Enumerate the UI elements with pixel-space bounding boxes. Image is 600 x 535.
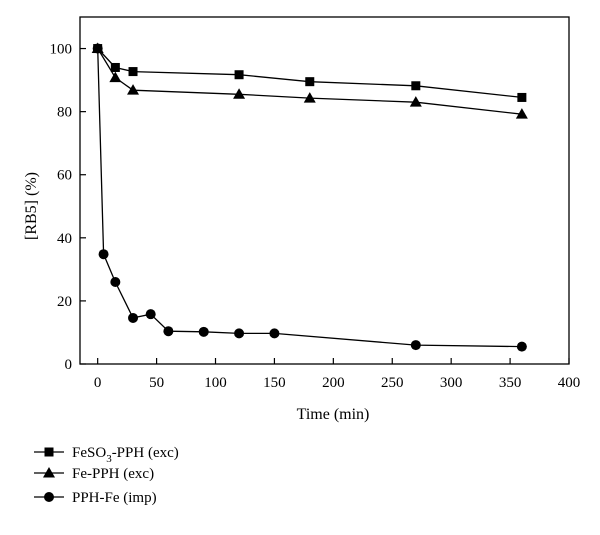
data-point xyxy=(269,328,280,339)
data-point xyxy=(98,249,109,260)
x-tick-label: 0 xyxy=(94,375,102,391)
data-point xyxy=(234,70,244,80)
y-tick-label: 80 xyxy=(57,105,72,121)
data-point xyxy=(409,96,422,107)
data-point xyxy=(410,340,421,351)
data-point xyxy=(198,326,209,337)
data-point xyxy=(303,92,316,103)
series-circle xyxy=(92,43,527,352)
y-tick-label: 20 xyxy=(57,294,72,310)
y-tick-label: 0 xyxy=(65,357,73,373)
plot-frame xyxy=(79,16,570,365)
x-tick-label: 100 xyxy=(204,375,227,391)
x-tick-label: 200 xyxy=(322,375,345,391)
y-tick-label: 100 xyxy=(50,42,73,58)
data-point xyxy=(109,71,122,83)
data-point xyxy=(515,108,528,119)
data-point xyxy=(411,81,421,91)
legend-label: FeSO3-PPH (exc) xyxy=(72,445,179,465)
data-point xyxy=(517,92,527,102)
data-point xyxy=(145,309,156,320)
series-layer xyxy=(91,42,528,352)
data-point xyxy=(305,77,315,87)
legend-item: Fe-PPH (exc) xyxy=(34,466,154,482)
x-tick-label: 150 xyxy=(263,375,286,391)
data-point xyxy=(163,326,174,337)
x-tick-label: 350 xyxy=(499,375,522,391)
data-point xyxy=(92,43,103,54)
data-point xyxy=(233,88,246,99)
data-point xyxy=(110,62,120,72)
x-tick-label: 300 xyxy=(440,375,463,391)
legend-item: FeSO3-PPH (exc) xyxy=(34,445,179,465)
data-point xyxy=(127,84,140,95)
legend-item: PPH-Fe (imp) xyxy=(34,490,157,506)
axes: 0 50 100 150 200 250 300 350 400 0 20 40 60 80 100 xyxy=(50,16,581,391)
x-tick-label: 50 xyxy=(149,375,164,391)
data-point xyxy=(516,341,527,352)
legend: FeSO3-PPH (exc)Fe-PPH (exc) PPH-Fe (imp) xyxy=(34,445,179,506)
data-point xyxy=(128,67,138,77)
x-axis-label: Time (min) xyxy=(297,406,370,423)
data-point xyxy=(110,276,121,287)
legend-marker xyxy=(44,447,54,457)
series-line xyxy=(97,48,522,99)
y-tick-label: 40 xyxy=(57,231,72,247)
series-triangle xyxy=(91,42,528,119)
x-tick-label: 400 xyxy=(558,375,581,391)
y-axis-label: [RB5] (%) xyxy=(23,172,40,240)
x-tick-label: 250 xyxy=(381,375,404,391)
legend-label: PPH-Fe (imp) xyxy=(72,490,157,506)
data-point xyxy=(234,328,245,339)
legend-label: Fe-PPH (exc) xyxy=(72,466,154,482)
legend-marker xyxy=(43,467,55,478)
data-point xyxy=(128,312,139,323)
legend-marker xyxy=(44,492,54,502)
y-tick-label: 60 xyxy=(57,168,72,184)
